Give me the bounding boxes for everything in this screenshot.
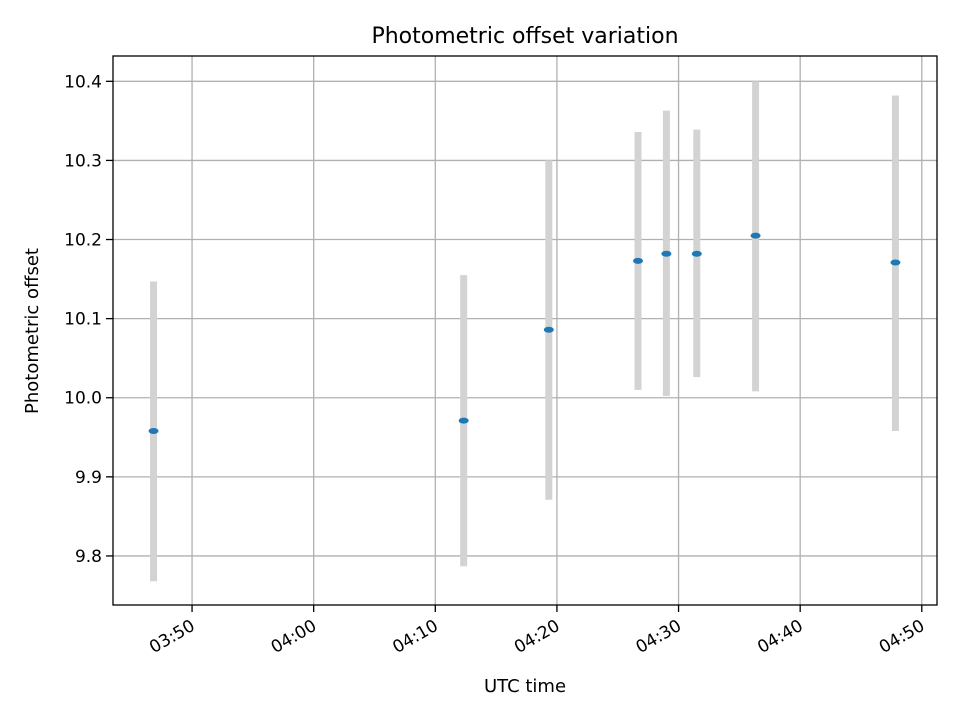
y-tick-label: 10.2 bbox=[64, 231, 102, 251]
y-axis-label: Photometric offset bbox=[22, 248, 43, 414]
errorbar-layer bbox=[150, 81, 899, 582]
data-point bbox=[458, 417, 469, 424]
y-axis-ticks: 9.8 9.9 10.0 10.1 10.2 10.3 10.4 bbox=[64, 72, 113, 567]
x-tick-label: 03:50 bbox=[146, 616, 198, 658]
y-tick-label: 10.1 bbox=[64, 310, 102, 330]
x-tick-label: 04:40 bbox=[754, 616, 806, 658]
data-point bbox=[890, 259, 901, 266]
x-tick-label: 04:10 bbox=[389, 616, 441, 658]
y-tick-label: 10.3 bbox=[64, 151, 102, 171]
x-axis-ticks: 03:50 04:00 04:10 04:20 04:30 04:40 04:50 bbox=[146, 605, 928, 658]
x-tick-label: 04:00 bbox=[268, 616, 320, 658]
x-axis-label: UTC time bbox=[484, 676, 566, 697]
x-tick-label: 04:50 bbox=[876, 616, 928, 658]
data-point bbox=[633, 257, 644, 264]
y-tick-label: 9.8 bbox=[75, 547, 102, 567]
data-point bbox=[750, 232, 761, 239]
y-tick-label: 10.0 bbox=[64, 389, 102, 409]
plot-frame bbox=[112, 55, 938, 606]
data-point bbox=[691, 250, 702, 257]
data-point bbox=[661, 250, 672, 257]
x-tick-label: 04:30 bbox=[633, 616, 685, 658]
y-tick-label: 9.9 bbox=[75, 468, 102, 488]
y-tick-label: 10.4 bbox=[64, 72, 102, 92]
data-point bbox=[148, 427, 159, 434]
data-point bbox=[543, 326, 554, 333]
point-layer bbox=[148, 232, 901, 434]
grid-layer bbox=[113, 56, 937, 605]
chart-title: Photometric offset variation bbox=[371, 24, 678, 49]
x-tick-label: 04:20 bbox=[511, 616, 563, 658]
